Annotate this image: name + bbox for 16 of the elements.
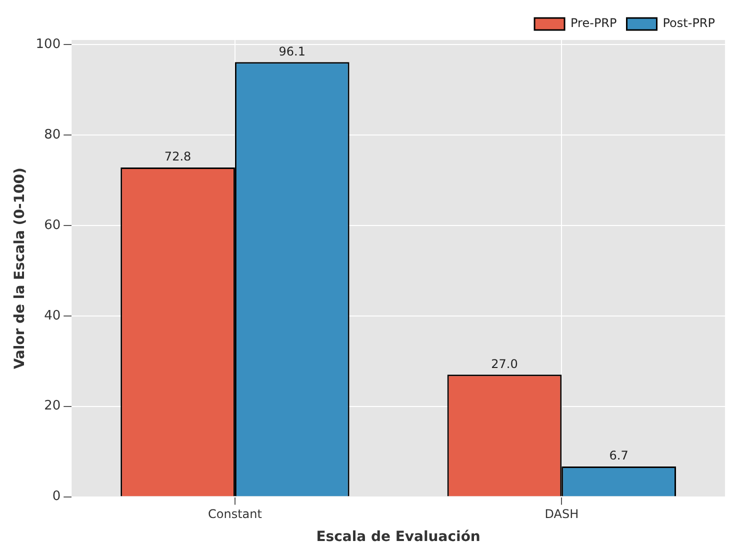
y-tick-label: 40 [44, 308, 61, 324]
legend-label: Post-PRP [662, 16, 715, 30]
data-label: 6.7 [609, 448, 628, 463]
data-label: 96.1 [278, 44, 306, 58]
y-tick-label: 0 [52, 489, 61, 504]
x-axis-title: Escala de Evaluación [316, 529, 480, 546]
x-tick-label: Constant [208, 507, 262, 522]
y-tick-label: 80 [44, 127, 61, 142]
y-axis-title: Valor de la Escala (0-100) [12, 168, 28, 370]
y-tick-label: 20 [44, 398, 61, 414]
x-tick-label: DASH [544, 507, 579, 522]
legend-label: Pre-PRP [570, 16, 617, 30]
data-label: 72.8 [164, 150, 192, 164]
y-tick-label: 60 [44, 218, 61, 233]
y-tick-label: 100 [36, 36, 61, 52]
data-label: 27.0 [491, 356, 518, 371]
